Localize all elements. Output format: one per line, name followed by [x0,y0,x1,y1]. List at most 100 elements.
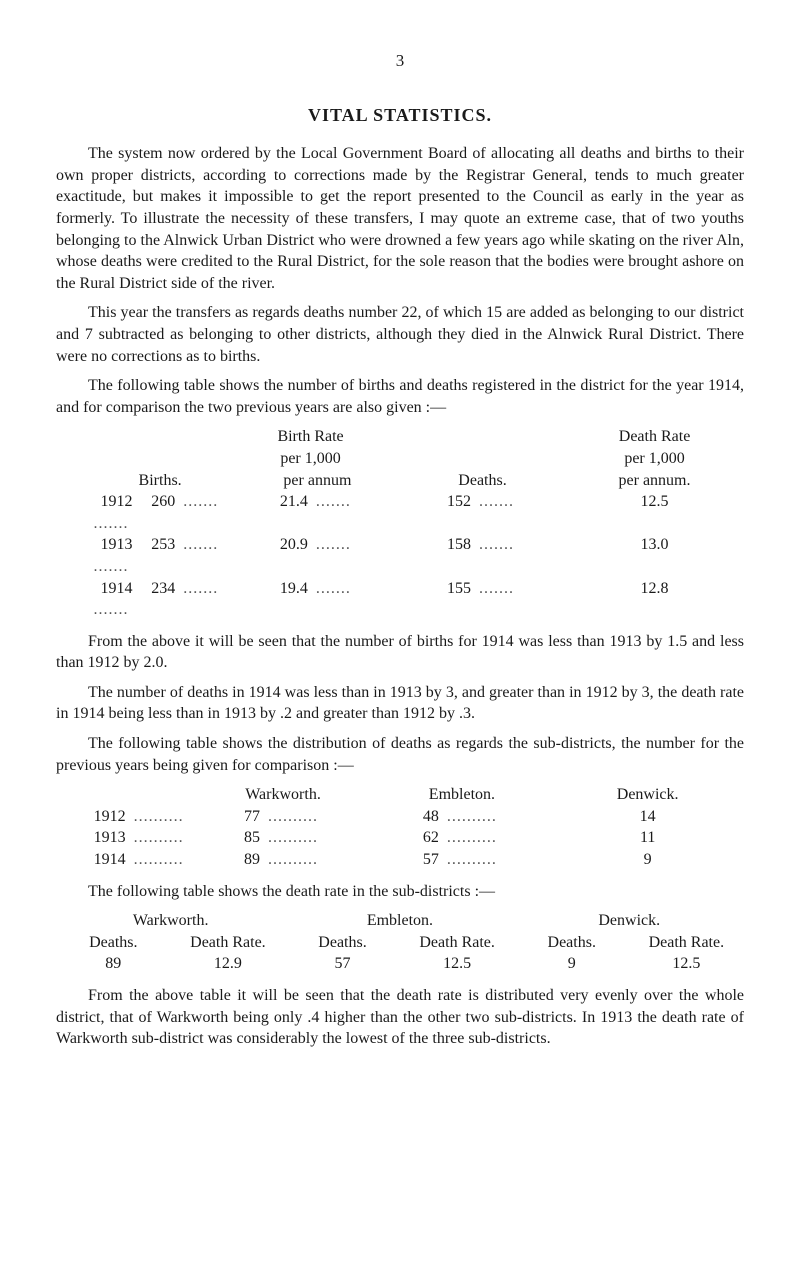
cell: per 1,000 [565,448,744,470]
heading: VITAL STATISTICS. [56,103,744,127]
dots: ....... [475,493,518,510]
cell: 1913 .......... [56,827,194,849]
dots: ....... [90,601,133,618]
value: 85 [244,829,260,846]
dots: .......... [264,829,322,846]
table-row: per 1,000 per 1,000 [56,448,744,470]
cell: 12.8 [565,578,744,621]
cell: per annum. [565,470,744,492]
paragraph-4: From the above it will be seen that the … [56,631,744,674]
cell: 12.5 [400,953,515,975]
table-row: 1913 ....... 253 ....... 20.9 ....... 15… [56,534,744,577]
table-row: 1912 ....... 260 ....... 21.4 ....... 15… [56,491,744,534]
paragraph-3: The following table shows the number of … [56,375,744,418]
cell: Birth Rate [221,426,400,448]
cell [400,426,565,448]
cell: 12.5 [629,953,744,975]
dots: ....... [475,580,518,597]
cell: 19.4 ....... [235,578,400,621]
dots: .......... [443,808,501,825]
value: 89 [244,851,260,868]
cell: 155 ....... [400,578,565,621]
cell: 1914 ....... [56,578,139,621]
dots: ....... [179,580,222,597]
cell: Deaths. [285,932,400,954]
table-row: 89 12.9 57 12.5 9 12.5 [56,953,744,975]
cell: 12.9 [171,953,286,975]
dots: .......... [264,851,322,868]
cell: Deaths. [56,932,171,954]
cell: Embleton. [285,910,514,932]
cell: 14 [551,806,744,828]
table-row: 1914 ....... 234 ....... 19.4 ....... 15… [56,578,744,621]
cell: 1914 .......... [56,849,194,871]
cell: 11 [551,827,744,849]
dots: ....... [90,515,133,532]
cell [56,470,139,492]
cell: Deaths. [400,470,565,492]
cell: 21.4 ....... [235,491,400,534]
page-number: 3 [56,50,744,73]
table-row: 1912 .......... 77 .......... 48 .......… [56,806,744,828]
dots: .......... [264,808,322,825]
cell: per annum [235,470,400,492]
value: 1914 [94,851,126,868]
table-row: 1913 .......... 85 .......... 62 .......… [56,827,744,849]
value: 1912 [94,808,126,825]
value: 1914 [101,580,133,597]
cell: Denwick. [515,910,744,932]
value: 48 [423,808,439,825]
paragraph-2: This year the transfers as regards death… [56,302,744,367]
cell: Births. [139,470,235,492]
cell [56,784,194,806]
value: 20.9 [280,536,308,553]
cell: Death Rate [565,426,744,448]
dots: ....... [312,493,355,510]
cell: Death Rate. [629,932,744,954]
cell: 89 [56,953,171,975]
cell: Warkworth. [56,910,285,932]
value: 57 [423,851,439,868]
cell [400,448,565,470]
table-row: Warkworth. Embleton. Denwick. [56,910,744,932]
cell: per 1,000 [221,448,400,470]
value: 260 [151,493,175,510]
table-row: Birth Rate Death Rate [56,426,744,448]
table-row: Births. per annum Deaths. per annum. [56,470,744,492]
paragraph-7: The following table shows the death rate… [56,881,744,903]
value: 77 [244,808,260,825]
dots: ....... [312,580,355,597]
value: 253 [151,536,175,553]
dots: ....... [90,558,133,575]
table-row: 1914 .......... 89 .......... 57 .......… [56,849,744,871]
value: 21.4 [280,493,308,510]
value: 62 [423,829,439,846]
cell: Deaths. [514,932,629,954]
cell: Warkworth. [194,784,373,806]
table-sub-districts: Warkworth. Embleton. Denwick. 1912 .....… [56,784,744,870]
cell: 1913 ....... [56,534,139,577]
paragraph-5: The number of deaths in 1914 was less th… [56,682,744,725]
cell: 1912 .......... [56,806,194,828]
cell: 62 .......... [372,827,551,849]
paragraph-6: The following table shows the distributi… [56,733,744,776]
dots: ....... [179,536,222,553]
cell: 77 .......... [194,806,373,828]
cell [56,426,221,448]
cell [56,448,221,470]
cell: 158 ....... [400,534,565,577]
cell: 12.5 [565,491,744,534]
cell: Denwick. [551,784,744,806]
value: 155 [447,580,471,597]
value: 158 [447,536,471,553]
dots: .......... [130,851,188,868]
dots: ....... [312,536,355,553]
dots: .......... [443,829,501,846]
value: 152 [447,493,471,510]
cell: 1912 ....... [56,491,139,534]
table-row: Warkworth. Embleton. Denwick. [56,784,744,806]
cell: 13.0 [565,534,744,577]
paragraph-1: The system now ordered by the Local Gove… [56,143,744,294]
dots: .......... [130,829,188,846]
value: 1913 [94,829,126,846]
